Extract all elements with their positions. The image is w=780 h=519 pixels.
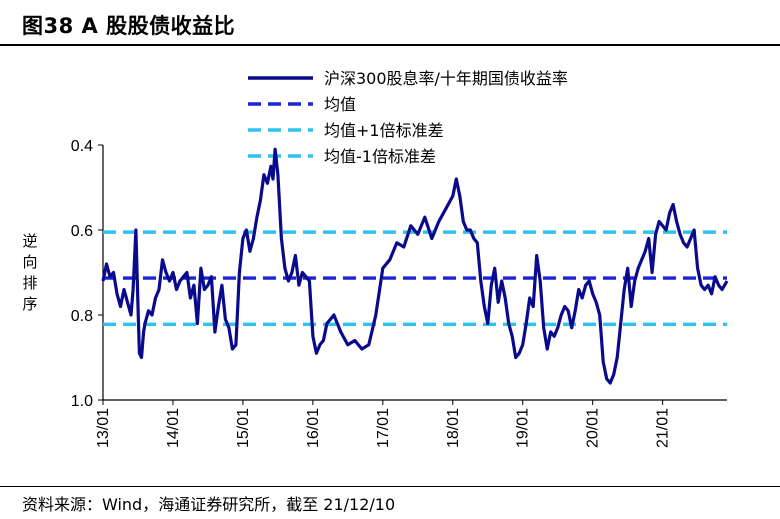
chart-axes: 0.4 0.6 0.8 1.013/01 14/01 15/01 16/01 17/01 18/…	[71, 138, 727, 448]
x-tick-label: 14/01	[165, 408, 182, 448]
y-axis-label: 逆向排序	[22, 232, 37, 313]
x-tick-label: 21/01	[655, 408, 672, 448]
x-tick-label: 13/01	[95, 408, 112, 448]
x-tick-label: 17/01	[375, 408, 392, 448]
dividend-yield-ratio-line	[101, 147, 729, 385]
y-tick-label: 1.0	[71, 393, 93, 410]
y-axis-label-char: 向	[22, 253, 37, 271]
figure-title: 图38 A 股股债收益比	[22, 14, 236, 38]
x-tick-label: 16/01	[305, 408, 322, 448]
legend-label-mean-plus-1sd: 均值+1倍标准差	[324, 121, 444, 140]
y-tick-label: 0.4	[71, 138, 93, 155]
chart-legend: 沪深300股息率/十年期国债收益率 均值 均值+1倍标准差 均值-1倍标准差	[248, 69, 568, 166]
legend-label-dividend-yield-ratio: 沪深300股息率/十年期国债收益率	[324, 69, 568, 88]
y-axis-label-char: 逆	[22, 232, 37, 250]
x-tick-label: 19/01	[515, 408, 532, 448]
x-tick-label: 18/01	[445, 408, 462, 448]
source-rule	[0, 486, 780, 487]
chart: 沪深300股息率/十年期国债收益率 均值 均值+1倍标准差 均值-1倍标准差 逆…	[22, 69, 729, 448]
y-axis-label-char: 序	[22, 295, 37, 313]
y-axis-label-char: 排	[22, 274, 37, 292]
legend-label-mean: 均值	[324, 95, 356, 114]
x-tick-label: 15/01	[235, 408, 252, 448]
x-tick-label: 20/01	[585, 408, 602, 448]
legend-label-mean-minus-1sd: 均值-1倍标准差	[324, 147, 436, 166]
source-note: 资料来源：Wind，海通证券研究所，截至 21/12/10	[22, 495, 396, 514]
title-rule	[0, 44, 780, 46]
y-tick-label: 0.6	[71, 223, 93, 240]
y-tick-label: 0.8	[71, 308, 93, 325]
